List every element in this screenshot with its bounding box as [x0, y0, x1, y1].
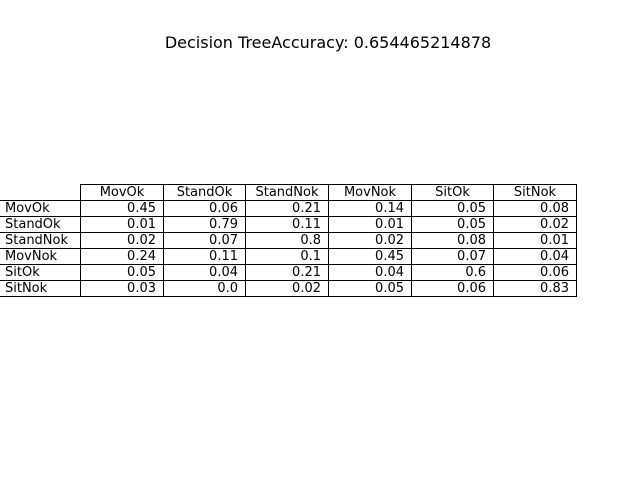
confusion-matrix-table: MovOk StandOk StandNok MovNok SitOk SitN…	[0, 184, 577, 297]
corner-cell	[0, 185, 81, 201]
column-header: StandNok	[245, 184, 329, 201]
table-cell: 0.05	[328, 280, 412, 297]
table-cell: 0.04	[493, 248, 577, 265]
table-cell: 0.79	[163, 216, 246, 233]
table-cell: 0.0	[163, 280, 246, 297]
table-cell: 0.45	[328, 248, 412, 265]
chart-title: Decision TreeAccuracy: 0.654465214878	[164, 33, 492, 52]
table-cell: 0.83	[493, 280, 577, 297]
table-cell: 0.8	[245, 232, 329, 249]
row-header: SitNok	[0, 280, 81, 297]
table-cell: 0.01	[493, 232, 577, 249]
table-cell: 0.01	[80, 216, 164, 233]
table-row: MovOk 0.45 0.06 0.21 0.14 0.05 0.08	[0, 200, 577, 217]
table-cell: 0.05	[411, 216, 494, 233]
table-cell: 0.11	[163, 248, 246, 265]
table-cell: 0.1	[245, 248, 329, 265]
table-cell: 0.06	[411, 280, 494, 297]
table-row: StandOk 0.01 0.79 0.11 0.01 0.05 0.02	[0, 216, 577, 233]
table-cell: 0.04	[328, 264, 412, 281]
column-header: SitNok	[493, 184, 577, 201]
table-cell: 0.02	[328, 232, 412, 249]
table-cell: 0.02	[493, 216, 577, 233]
table-cell: 0.01	[328, 216, 412, 233]
table-cell: 0.21	[245, 200, 329, 217]
table-row: SitNok 0.03 0.0 0.02 0.05 0.06 0.83	[0, 280, 577, 297]
table-cell: 0.06	[493, 264, 577, 281]
table-cell: 0.05	[80, 264, 164, 281]
table-cell: 0.21	[245, 264, 329, 281]
table-cell: 0.07	[411, 248, 494, 265]
row-header: MovOk	[0, 200, 81, 217]
table-cell: 0.08	[411, 232, 494, 249]
row-header: StandNok	[0, 232, 81, 249]
table-cell: 0.02	[80, 232, 164, 249]
table-cell: 0.08	[493, 200, 577, 217]
column-header: SitOk	[411, 184, 494, 201]
table-row: SitOk 0.05 0.04 0.21 0.04 0.6 0.06	[0, 264, 577, 281]
table-row: MovNok 0.24 0.11 0.1 0.45 0.07 0.04	[0, 248, 577, 265]
table-cell: 0.14	[328, 200, 412, 217]
table-cell: 0.04	[163, 264, 246, 281]
column-header: MovNok	[328, 184, 412, 201]
table-cell: 0.07	[163, 232, 246, 249]
row-header: SitOk	[0, 264, 81, 281]
table-cell: 0.06	[163, 200, 246, 217]
header-row: MovOk StandOk StandNok MovNok SitOk SitN…	[0, 184, 577, 201]
row-header: MovNok	[0, 248, 81, 265]
table-cell: 0.03	[80, 280, 164, 297]
table-cell: 0.45	[80, 200, 164, 217]
column-header: MovOk	[80, 184, 164, 201]
table-cell: 0.24	[80, 248, 164, 265]
table-cell: 0.6	[411, 264, 494, 281]
table-cell: 0.02	[245, 280, 329, 297]
table-cell: 0.11	[245, 216, 329, 233]
table-cell: 0.05	[411, 200, 494, 217]
row-header: StandOk	[0, 216, 81, 233]
column-header: StandOk	[163, 184, 246, 201]
table-row: StandNok 0.02 0.07 0.8 0.02 0.08 0.01	[0, 232, 577, 249]
